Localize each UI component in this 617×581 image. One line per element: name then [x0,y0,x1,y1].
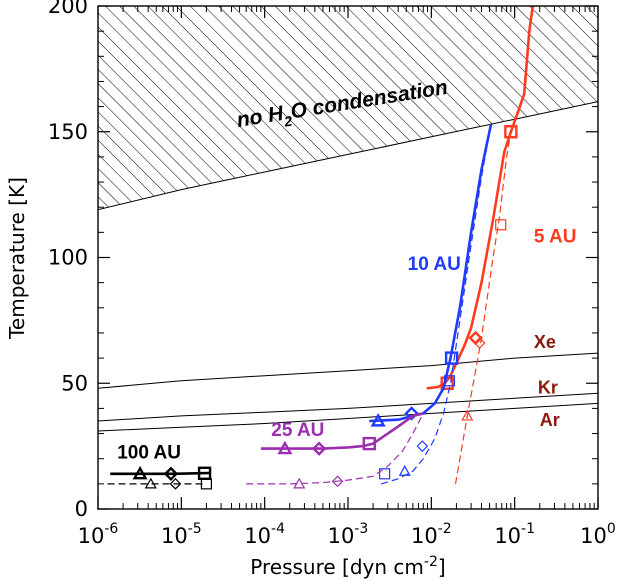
x-tick-exponent: -6 [104,521,118,537]
x-tick-label: 100 [580,521,616,548]
marker-diamond [169,478,182,490]
plot-clip-group [98,6,598,490]
marker-square [444,351,459,365]
marker-square [379,468,391,480]
marker-square [362,436,376,451]
x-tick-exponent: 0 [607,521,616,537]
series-line-25-au [260,412,424,450]
marker-diamond [404,406,419,421]
condensation-curve-kr [98,392,598,422]
condensation-curve-xe [98,352,598,389]
series-10-au [369,123,493,485]
x-tick-label: 10-5 [161,521,202,548]
x-tick-base: 10 [580,524,607,548]
x-tick-label: 10-1 [494,521,535,548]
series-line-5-au [426,6,535,390]
hatched-label-subscript: 2 [282,113,293,130]
x-tick-base: 10 [411,524,438,548]
series-dashed-line-25-au [246,413,424,485]
condensation-curve-ar [98,402,598,432]
series-100-au [107,465,213,490]
annotation-10-au: 10 AU [408,254,461,275]
y-axis-title: Temperature [K] [5,177,29,340]
annotation-25-au: 25 AU [271,420,324,441]
marker-triangle [370,413,386,427]
y-tick-label: 200 [48,0,88,18]
y-tick-label: 50 [61,371,88,395]
x-axis-title: Pressure [dyn cm-2] [250,554,445,579]
series-line-10-au [369,123,493,423]
series-dashed-line-10-au [381,131,491,485]
series-5-au [426,6,535,485]
annotation-100-au: 100 AU [117,443,181,464]
x-tick-exponent: -4 [271,521,285,537]
x-tick-base: 10 [494,524,521,548]
marker-square [504,125,518,139]
marker-triangle [398,465,411,476]
x-tick-label: 10-3 [328,521,369,548]
annotation-xe: Xe [534,332,556,352]
x-tick-label: 10-2 [411,521,452,548]
annotation-kr: Kr [538,377,558,397]
marker-triangle [461,409,474,421]
y-tick-label: 0 [75,497,88,521]
marker-square [495,219,507,231]
annotation-ar: Ar [540,410,560,430]
hatched-region [98,6,598,210]
x-tick-exponent: -3 [354,521,368,537]
marker-triangle [132,465,148,480]
x-tick-base: 10 [244,524,271,548]
marker-diamond [163,466,179,481]
marker-triangle [277,440,293,455]
marker-square [443,375,456,387]
x-tick-base: 10 [328,524,355,548]
series-25-au [246,412,424,489]
x-tick-base: 10 [161,524,188,548]
marker-diamond [331,475,344,488]
marker-triangle [144,477,157,489]
x-tick-exponent: -5 [188,521,202,537]
marker-diamond [468,330,483,346]
y-tick-label: 150 [48,120,88,144]
series-dashed-line-5-au [454,131,512,485]
series-line-100-au [110,471,210,476]
x-tick-exponent: -2 [438,521,452,537]
marker-square [200,478,213,490]
annotation-5-au: 5 AU [534,226,577,247]
marker-diamond [311,441,327,456]
x-tick-base: 10 [78,524,105,548]
x-tick-label: 10-6 [78,521,119,548]
x-tick-exponent: -1 [521,521,535,537]
marker-triangle [293,477,306,489]
marker-diamond [416,440,429,452]
y-tick-label: 100 [48,246,88,270]
x-tick-label: 10-4 [244,521,285,548]
